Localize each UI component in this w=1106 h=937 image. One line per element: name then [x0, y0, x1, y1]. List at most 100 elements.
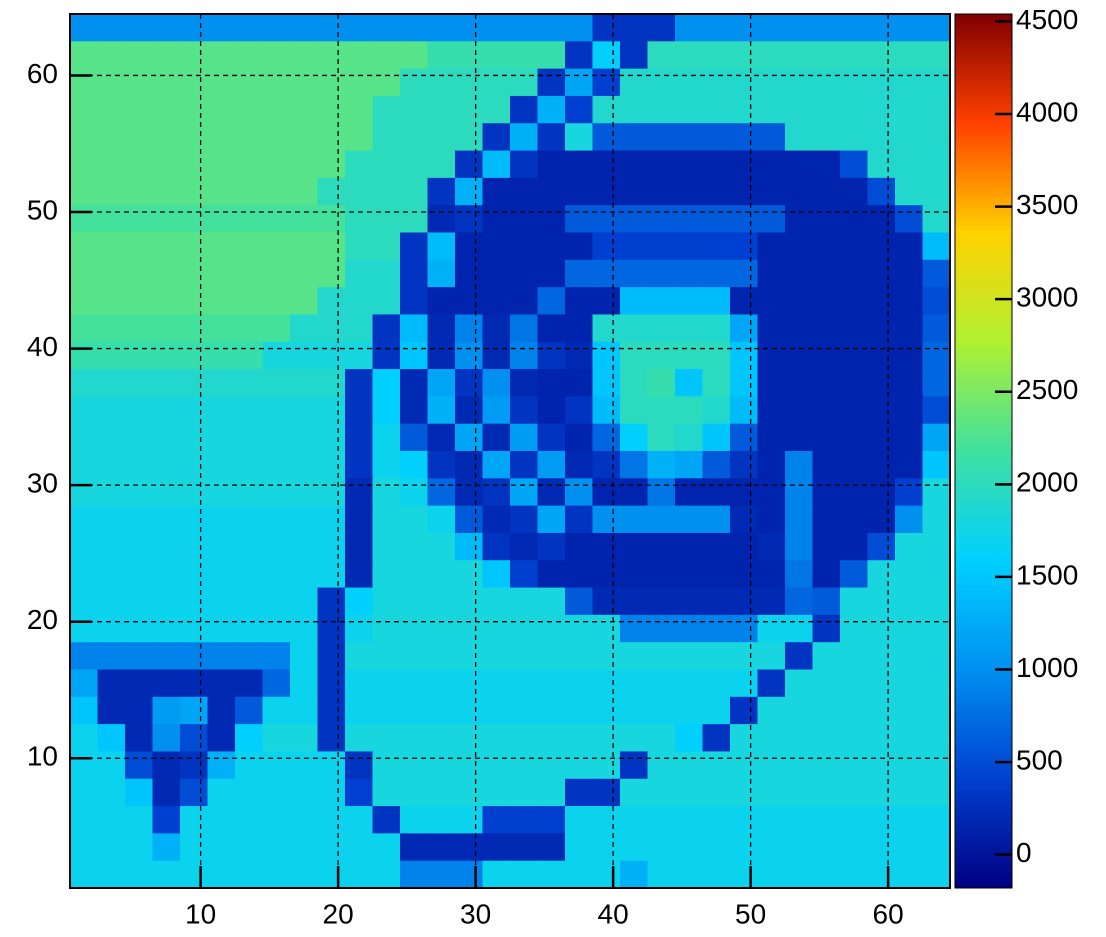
heatmap-cell — [647, 341, 676, 370]
heatmap-cell — [427, 396, 456, 425]
heatmap-cell — [895, 205, 923, 233]
heatmap-cell — [290, 259, 318, 288]
heatmap-cell — [537, 587, 566, 616]
heatmap-cell — [647, 614, 676, 643]
heatmap-cell — [812, 587, 841, 616]
heatmap-cell — [565, 642, 593, 670]
heatmap-cell — [647, 259, 676, 288]
heatmap-cell — [482, 778, 511, 807]
heatmap-cell — [675, 860, 703, 889]
heatmap-cell — [895, 314, 923, 343]
heatmap-cell — [317, 724, 346, 752]
heatmap-cell — [372, 751, 401, 780]
heatmap-cell — [427, 860, 456, 889]
heatmap-cell — [180, 369, 208, 397]
heatmap-cell — [757, 232, 786, 261]
heatmap-cell — [565, 669, 593, 698]
heatmap-cell — [730, 341, 758, 370]
heatmap-cell — [702, 369, 731, 397]
heatmap-cell — [235, 532, 263, 561]
heatmap-cell — [317, 396, 346, 425]
heatmap-cell — [592, 505, 621, 534]
heatmap-cell — [757, 259, 786, 288]
heatmap-cell — [757, 696, 786, 725]
heatmap-cell — [702, 478, 731, 507]
heatmap-cell — [125, 505, 153, 534]
heatmap-cell — [785, 806, 813, 834]
heatmap-cell — [427, 341, 456, 370]
heatmap-cell — [180, 833, 208, 862]
heatmap-cell — [70, 205, 98, 233]
heatmap-cell — [867, 560, 896, 589]
heatmap-cell — [757, 806, 786, 834]
heatmap-cell — [895, 451, 923, 479]
x-tick-label: 10 — [185, 898, 216, 929]
heatmap-cell — [895, 123, 923, 152]
heatmap-cell — [620, 68, 648, 97]
heatmap-cell — [455, 778, 483, 807]
heatmap-cell — [812, 478, 841, 507]
heatmap-cell — [702, 778, 731, 807]
heatmap-cell — [455, 478, 483, 507]
heatmap-cell — [317, 614, 346, 643]
heatmap-cell — [97, 860, 126, 889]
heatmap-cell — [675, 642, 703, 670]
heatmap-cell — [647, 205, 676, 233]
axes: 10 20 30 40 50 60 10 20 30 40 50 60 — [27, 14, 950, 929]
heatmap-cell — [180, 14, 208, 42]
heatmap-cell — [152, 341, 181, 370]
heatmap-cell — [620, 696, 648, 725]
heatmap-cell — [345, 287, 373, 315]
heatmap-cell — [400, 14, 428, 42]
heatmap-cell — [180, 669, 208, 698]
heatmap-cell — [757, 587, 786, 616]
heatmap-cell — [867, 642, 896, 670]
heatmap-cell — [482, 314, 511, 343]
heatmap-cell — [152, 505, 181, 534]
heatmap-cell — [620, 341, 648, 370]
heatmap-cell — [235, 806, 263, 834]
heatmap-cell — [207, 587, 236, 616]
heatmap-cell — [840, 95, 868, 124]
heatmap-cell — [922, 287, 951, 315]
heatmap-cell — [840, 123, 868, 152]
heatmap-cell — [565, 587, 593, 616]
heatmap-cell — [180, 806, 208, 834]
heatmap-cell — [317, 478, 346, 507]
heatmap-cell — [592, 95, 621, 124]
heatmap-cell — [840, 150, 868, 179]
heatmap-cell — [400, 314, 428, 343]
heatmap-cell — [537, 314, 566, 343]
heatmap-cell — [455, 95, 483, 124]
heatmap-cell — [207, 560, 236, 589]
heatmap-cell — [152, 150, 181, 179]
heatmap-cell — [152, 123, 181, 152]
heatmap-cell — [482, 259, 511, 288]
heatmap-cell — [510, 778, 538, 807]
heatmap-cell — [427, 287, 456, 315]
heatmap-cell — [262, 860, 291, 889]
heatmap-cell — [152, 532, 181, 561]
heatmap-cell — [372, 642, 401, 670]
heatmap-cell — [70, 614, 98, 643]
heatmap-cell — [427, 478, 456, 507]
heatmap-cell — [867, 587, 896, 616]
heatmap-cell — [840, 205, 868, 233]
heatmap-cell — [400, 123, 428, 152]
heatmap-cell — [785, 669, 813, 698]
heatmap-cell — [757, 177, 786, 206]
heatmap-cell — [235, 369, 263, 397]
heatmap-cell — [702, 860, 731, 889]
heatmap-cell — [592, 14, 621, 42]
heatmap-cell — [592, 860, 621, 889]
colorbar-tick-label: 2500 — [1016, 374, 1078, 405]
heatmap-cell — [510, 505, 538, 534]
heatmap-cell — [620, 724, 648, 752]
heatmap-cell — [840, 423, 868, 452]
heatmap-cell — [400, 68, 428, 97]
heatmap-cell — [152, 860, 181, 889]
heatmap-cell — [372, 778, 401, 807]
heatmap-cell — [840, 860, 868, 889]
heatmap-cell — [427, 724, 456, 752]
heatmap-cell — [482, 341, 511, 370]
